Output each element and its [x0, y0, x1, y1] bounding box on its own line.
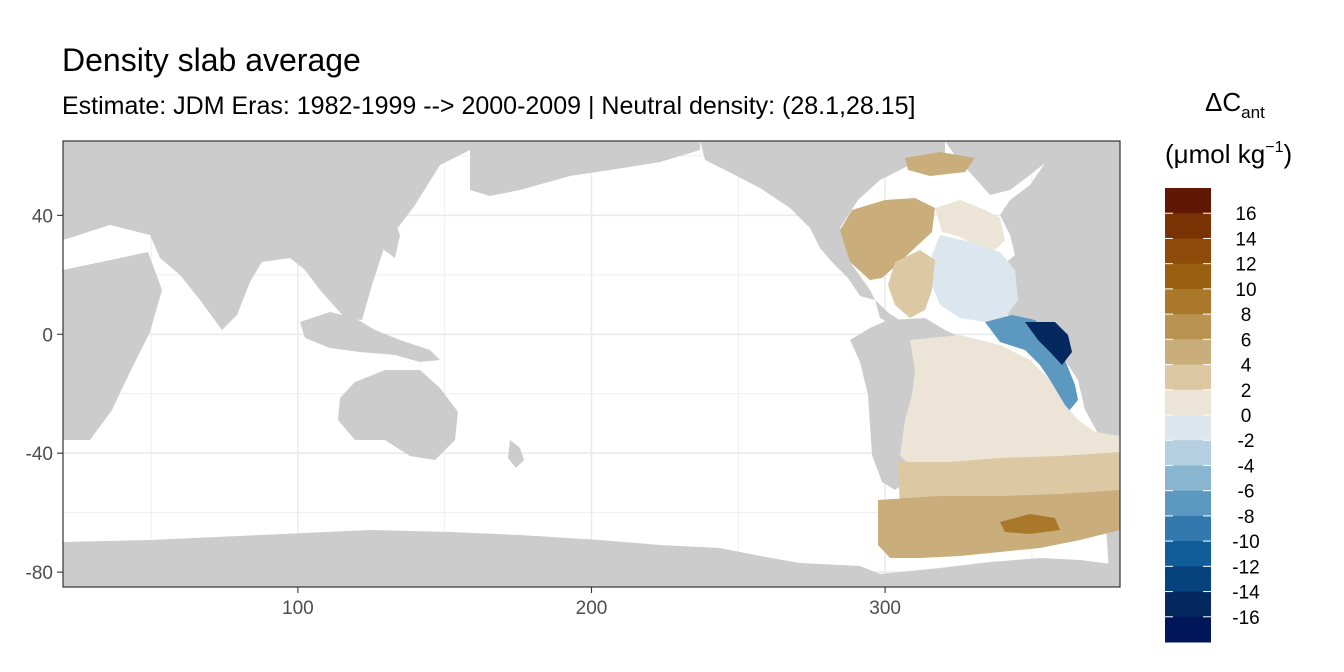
colorbar-bin	[1165, 415, 1211, 441]
region-tropical-east-atlantic	[985, 315, 1078, 412]
land-asia	[63, 141, 470, 330]
x-tick-label: 300	[869, 598, 901, 619]
colorbar-tick-label: -10	[1232, 532, 1259, 553]
legend-title: ΔCant	[1205, 87, 1265, 122]
colorbar-tick-label: -14	[1232, 583, 1260, 604]
colorbar-tick-label: 2	[1241, 381, 1252, 402]
region-north-atlantic-west	[840, 198, 935, 280]
colorbar-tick-label: -2	[1238, 431, 1255, 452]
colorbar-bin	[1165, 263, 1211, 290]
colorbar-bin	[1165, 490, 1211, 517]
colorbar-bin	[1165, 288, 1211, 315]
land-layer	[63, 141, 1120, 587]
legend-unit-prefix: (μmol kg	[1165, 139, 1265, 169]
colorbar-bin	[1165, 566, 1211, 593]
colorbar-bin	[1165, 339, 1211, 366]
colorbar-tick-label: 10	[1235, 280, 1256, 301]
colorbar-tick-label: 4	[1241, 356, 1252, 377]
colorbar-bin	[1165, 364, 1211, 391]
y-tick-label: 0	[42, 325, 53, 346]
legend-unit-sup: −1	[1265, 139, 1283, 156]
colorbar-tick-label: -4	[1238, 456, 1255, 477]
colorbar-bin	[1165, 541, 1211, 567]
colorbar-bin	[1165, 616, 1211, 643]
colorbar-tick-label: -8	[1238, 507, 1255, 528]
colorbar-tick-label: 16	[1235, 204, 1256, 225]
land-northeast-asia	[470, 141, 700, 196]
region-subtropical-west	[888, 250, 935, 318]
land-north-america	[700, 141, 945, 300]
colorbar-bin	[1165, 238, 1211, 265]
colorbar-tick-label: -6	[1238, 482, 1255, 503]
colorbar-legend: ΔCant (μmol kg−1) 16 14 12 10 8 6 4 2 0 -2 -4 -6 -8 -…	[1165, 87, 1292, 643]
y-tick-label: -80	[26, 563, 53, 584]
legend-unit: (μmol kg−1)	[1165, 139, 1292, 169]
region-north-atlantic-east	[935, 200, 1005, 250]
colorbar-bin	[1165, 389, 1211, 416]
land-new-zealand	[508, 440, 524, 468]
colorbar-tick-label: 0	[1241, 406, 1252, 427]
region-arctic-shelf	[905, 152, 975, 176]
region-weddell-sea	[878, 490, 1120, 558]
colorbar: 16 14 12 10 8 6 4 2 0 -2 -4 -6 -8 -10 -12 -14 -16	[1165, 188, 1260, 643]
colorbar-bin	[1165, 440, 1211, 466]
colorbar-bin	[1165, 591, 1211, 618]
colorbar-bin	[1165, 465, 1211, 492]
region-weddell-core	[1000, 514, 1060, 534]
legend-unit-suffix: )	[1283, 139, 1292, 169]
region-equatorial-east-atlantic	[1025, 322, 1072, 365]
land-japan	[380, 214, 400, 258]
delta-cant-field	[840, 152, 1120, 558]
region-south-atlantic	[900, 335, 1120, 472]
colorbar-tick-label: 12	[1235, 255, 1256, 276]
y-tick-label: -40	[26, 444, 53, 465]
x-tick-label: 200	[576, 598, 608, 619]
region-subtropical-north-atlantic	[930, 235, 1018, 322]
land-africa	[63, 252, 162, 440]
colorbar-tick-label: -12	[1232, 557, 1259, 578]
land-greenland	[945, 141, 1060, 195]
legend-title-sub: ant	[1241, 103, 1265, 122]
land-europe-africa-east	[990, 141, 1120, 587]
x-tick-label: 100	[282, 598, 314, 619]
colorbar-bin	[1165, 515, 1211, 542]
chart-title: Density slab average	[62, 42, 361, 78]
colorbar-tick-label: 14	[1235, 229, 1257, 250]
chart-subtitle: Estimate: JDM Eras: 1982-1999 --> 2000-2…	[62, 92, 916, 120]
land-indonesia	[300, 312, 440, 362]
colorbar-tick-label: 8	[1241, 305, 1252, 326]
legend-title-main: ΔC	[1205, 87, 1241, 117]
colorbar-bin	[1165, 213, 1211, 239]
land-central-america	[875, 300, 903, 326]
land-australia	[338, 370, 458, 460]
y-tick-label: 40	[32, 206, 53, 227]
colorbar-bin	[1165, 188, 1211, 214]
land-antarctica	[63, 530, 1120, 587]
colorbar-tick-label: 6	[1241, 330, 1252, 351]
colorbar-tick-label: -16	[1232, 608, 1259, 629]
colorbar-bin	[1165, 314, 1211, 340]
